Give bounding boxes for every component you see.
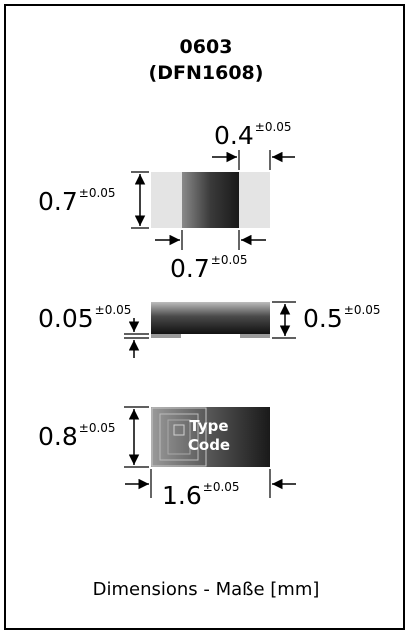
top-view: [131, 150, 295, 250]
body: [182, 172, 239, 228]
pad-width-label: 0.4±0.05: [214, 120, 292, 150]
type-code-line-2: Code: [187, 435, 231, 454]
bottom-length-label: 1.6±0.05: [162, 480, 240, 510]
body-width-tolerance: ±0.05: [78, 186, 116, 200]
body-length-tolerance: ±0.05: [210, 253, 248, 267]
body-width-label: 0.7±0.05: [38, 186, 116, 216]
body-length-label: 0.7±0.05: [170, 253, 248, 283]
pad-width-tolerance: ±0.05: [254, 120, 292, 134]
side-left-pad: [151, 334, 181, 338]
right-pad: [239, 172, 270, 228]
left-pad: [151, 172, 182, 228]
side-right-pad: [240, 334, 270, 338]
body-length-value: 0.7: [170, 254, 210, 283]
drawing-frame: [4, 4, 405, 630]
dimensions-caption: Dimensions - Maße [mm]: [92, 579, 320, 600]
pad-thickness-tolerance: ±0.05: [94, 303, 132, 317]
bottom-view: [124, 406, 296, 498]
body-width-value: 0.7: [38, 187, 78, 216]
bottom-length-value: 1.6: [162, 481, 202, 510]
bottom-width-value: 0.8: [38, 422, 78, 451]
type-code-line-1: Type: [189, 417, 229, 435]
bottom-length-tolerance: ±0.05: [202, 480, 240, 494]
bottom-body: [151, 407, 270, 467]
package-title: 0603: [179, 36, 233, 58]
height-label: 0.5±0.05: [303, 303, 381, 333]
side-body: [151, 302, 270, 334]
pad-width-value: 0.4: [214, 121, 254, 150]
pad-thickness-label: 0.05±0.05: [38, 303, 132, 333]
bottom-width-label: 0.8±0.05: [38, 421, 116, 451]
height-tolerance: ±0.05: [343, 303, 381, 317]
bottom-width-tolerance: ±0.05: [78, 421, 116, 435]
package-alt-title: (DFN1608): [148, 62, 264, 84]
side-view: [124, 301, 296, 358]
type-code-marking: Type Code: [181, 417, 237, 455]
height-value: 0.5: [303, 304, 343, 333]
pad-thickness-value: 0.05: [38, 304, 94, 333]
